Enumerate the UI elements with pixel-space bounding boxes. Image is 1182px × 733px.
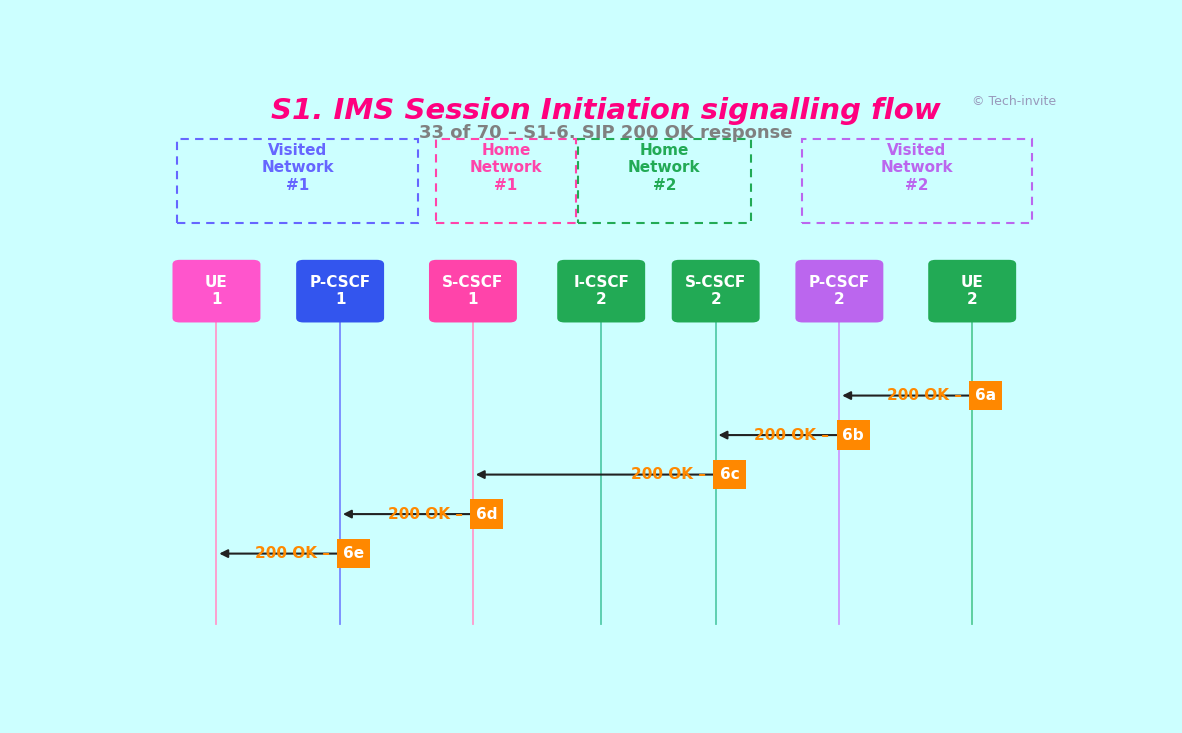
Text: 200 OK –: 200 OK – — [388, 507, 463, 522]
Text: 200 OK –: 200 OK – — [631, 467, 706, 482]
FancyBboxPatch shape — [795, 259, 883, 323]
Text: 200 OK –: 200 OK – — [255, 546, 330, 561]
Text: UE
1: UE 1 — [206, 275, 228, 307]
FancyBboxPatch shape — [928, 259, 1017, 323]
Text: UE
2: UE 2 — [961, 275, 983, 307]
Text: 6a: 6a — [975, 388, 996, 403]
Text: Visited
Network
#1: Visited Network #1 — [261, 143, 333, 193]
FancyBboxPatch shape — [671, 259, 760, 323]
FancyBboxPatch shape — [969, 381, 1002, 410]
FancyBboxPatch shape — [713, 460, 746, 489]
Bar — [177, 139, 418, 224]
Text: © Tech-invite: © Tech-invite — [973, 95, 1057, 108]
Text: 6e: 6e — [343, 546, 364, 561]
FancyBboxPatch shape — [297, 259, 384, 323]
Bar — [578, 139, 751, 224]
FancyBboxPatch shape — [429, 259, 517, 323]
Text: S1. IMS Session Initiation signalling flow: S1. IMS Session Initiation signalling fl… — [271, 97, 941, 125]
Text: 6b: 6b — [843, 427, 864, 443]
Text: 6d: 6d — [476, 507, 498, 522]
Bar — [801, 139, 1032, 224]
Text: S-CSCF
1: S-CSCF 1 — [442, 275, 504, 307]
Text: Home
Network
#2: Home Network #2 — [628, 143, 701, 193]
FancyBboxPatch shape — [470, 499, 504, 528]
Text: P-CSCF
2: P-CSCF 2 — [808, 275, 870, 307]
FancyBboxPatch shape — [837, 421, 870, 450]
Text: Visited
Network
#2: Visited Network #2 — [881, 143, 953, 193]
Text: P-CSCF
1: P-CSCF 1 — [310, 275, 371, 307]
Text: S-CSCF
2: S-CSCF 2 — [686, 275, 746, 307]
Text: 200 OK –: 200 OK – — [754, 427, 830, 443]
Text: 200 OK –: 200 OK – — [888, 388, 962, 403]
FancyBboxPatch shape — [337, 539, 370, 568]
Text: I-CSCF
2: I-CSCF 2 — [573, 275, 629, 307]
Bar — [436, 139, 576, 224]
Text: 33 of 70 – S1-6. SIP 200 OK response: 33 of 70 – S1-6. SIP 200 OK response — [420, 124, 792, 142]
Text: 6c: 6c — [720, 467, 739, 482]
FancyBboxPatch shape — [557, 259, 645, 323]
Text: Home
Network
#1: Home Network #1 — [469, 143, 543, 193]
FancyBboxPatch shape — [173, 259, 260, 323]
